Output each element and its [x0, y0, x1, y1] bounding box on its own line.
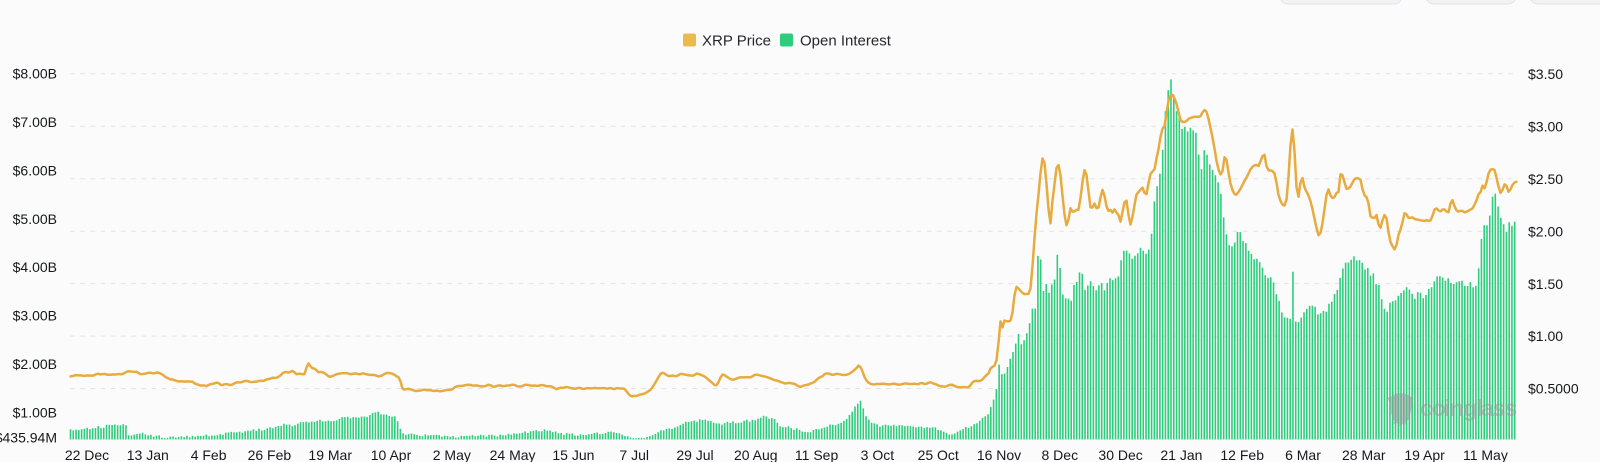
svg-text:$2.00B: $2.00B — [13, 356, 57, 372]
svg-text:$1.00B: $1.00B — [13, 404, 57, 420]
svg-text:coinglass: coinglass — [1420, 395, 1517, 421]
svg-text:7 Jul: 7 Jul — [619, 447, 649, 462]
svg-text:$435.94M: $435.94M — [0, 430, 57, 446]
svg-text:$2.50: $2.50 — [1528, 171, 1563, 187]
svg-text:21 Jan: 21 Jan — [1160, 447, 1202, 462]
svg-text:$6.00B: $6.00B — [13, 163, 57, 179]
svg-text:22 Dec: 22 Dec — [65, 447, 109, 462]
svg-text:$5.00B: $5.00B — [13, 211, 57, 227]
svg-text:XRP Price: XRP Price — [702, 33, 771, 50]
svg-text:$4.00B: $4.00B — [13, 259, 57, 275]
svg-text:Open Interest: Open Interest — [800, 33, 892, 50]
svg-text:15 Jun: 15 Jun — [552, 447, 594, 462]
svg-text:16 Nov: 16 Nov — [977, 447, 1021, 462]
svg-text:$3.00: $3.00 — [1528, 118, 1563, 134]
svg-text:11 May: 11 May — [1463, 447, 1508, 462]
svg-text:3 Oct: 3 Oct — [861, 447, 895, 462]
svg-text:13 Jan: 13 Jan — [127, 447, 169, 462]
svg-text:12 Feb: 12 Feb — [1220, 447, 1264, 462]
svg-text:29 Jul: 29 Jul — [676, 447, 713, 462]
svg-text:2 May: 2 May — [433, 447, 471, 462]
svg-text:10 Apr: 10 Apr — [371, 447, 412, 462]
svg-text:$8.00B: $8.00B — [13, 66, 57, 82]
svg-text:8 Dec: 8 Dec — [1042, 447, 1079, 462]
svg-text:$7.00B: $7.00B — [13, 114, 57, 130]
svg-text:28 Mar: 28 Mar — [1342, 447, 1386, 462]
svg-text:4 Feb: 4 Feb — [191, 447, 227, 462]
svg-text:$3.50: $3.50 — [1528, 66, 1563, 82]
svg-text:26 Feb: 26 Feb — [248, 447, 292, 462]
svg-text:25 Oct: 25 Oct — [918, 447, 959, 462]
svg-text:$3.00B: $3.00B — [13, 308, 57, 324]
svg-text:11 Sep: 11 Sep — [795, 447, 839, 462]
svg-text:24 May: 24 May — [490, 447, 536, 462]
svg-text:$1.50: $1.50 — [1528, 276, 1563, 292]
svg-text:$0.5000: $0.5000 — [1528, 381, 1579, 397]
svg-text:6 Mar: 6 Mar — [1285, 447, 1321, 462]
svg-text:30 Dec: 30 Dec — [1098, 447, 1142, 462]
svg-text:19 Apr: 19 Apr — [1404, 447, 1445, 462]
svg-text:$2.00: $2.00 — [1528, 223, 1563, 239]
svg-text:$1.00: $1.00 — [1528, 328, 1563, 344]
svg-text:19 Mar: 19 Mar — [308, 447, 352, 462]
svg-text:20 Aug: 20 Aug — [734, 447, 778, 462]
